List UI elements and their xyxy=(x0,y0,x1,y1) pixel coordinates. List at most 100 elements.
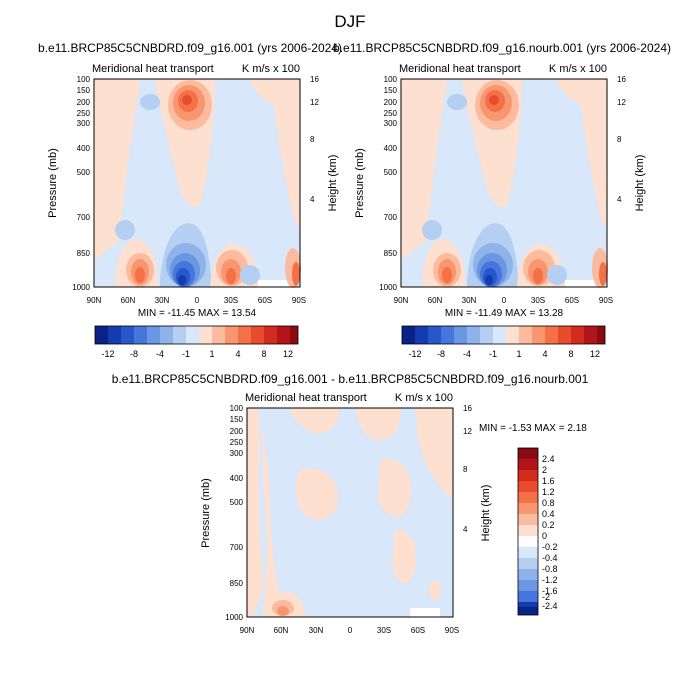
panel-title: b.e11.BRCP85C5CNBDRD.f09_g16.001 - b.e11… xyxy=(112,372,589,386)
colorbar-swatch xyxy=(532,326,545,344)
colorbar-label: 0 xyxy=(542,531,547,541)
x-tick: 90S xyxy=(445,626,459,635)
y-tick: 1000 xyxy=(72,283,90,292)
colorbar-swatch xyxy=(251,326,264,344)
x-tick: 60N xyxy=(121,296,136,305)
plot-frame xyxy=(400,78,608,288)
x-tick: 90N xyxy=(87,296,102,305)
y-tick: 100 xyxy=(77,75,91,84)
height-tick: 4 xyxy=(310,195,315,204)
y-tick: 250 xyxy=(230,438,244,447)
x-tick: 0 xyxy=(502,296,507,305)
colorbar-label: -1.6 xyxy=(542,586,558,596)
panel-title: b.e11.BRCP85C5CNBDRD.f09_g16.001 (yrs 20… xyxy=(38,41,342,55)
plot-frame xyxy=(246,407,454,618)
colorbar-swatch xyxy=(134,326,147,344)
colorbar-swatch xyxy=(518,514,538,525)
y-tick: 250 xyxy=(384,109,398,118)
colorbar-swatch xyxy=(95,326,108,344)
height-tick: 4 xyxy=(617,195,622,204)
y-axis-left: 100 150 200 250 300 400 500 700 850 1000 xyxy=(72,75,90,292)
y-axis-left: 100 150 200 250 300 400 500 700 850 1000 xyxy=(379,75,397,292)
colorbar-swatch xyxy=(506,326,519,344)
colorbar-label: -8 xyxy=(130,349,138,359)
y-axis-left: 100 150 200 250 300 400 500 700 850 1000 xyxy=(225,404,243,622)
colorbar-frame xyxy=(94,325,299,345)
y-tick: 500 xyxy=(77,168,91,177)
colorbar-swatch xyxy=(493,326,506,344)
height-tick: 16 xyxy=(310,75,319,84)
y-tick: 300 xyxy=(230,449,244,458)
colorbar-swatch xyxy=(238,326,251,344)
colorbar: -12 -8 -4 -1 1 4 8 12 xyxy=(94,325,299,359)
x-tick: 60N xyxy=(428,296,443,305)
x-tick: 30S xyxy=(224,296,238,305)
y-tick: 400 xyxy=(230,474,244,483)
contour-field xyxy=(401,79,608,288)
y-tick: 500 xyxy=(384,168,398,177)
colorbar-label: 0.2 xyxy=(542,520,555,530)
colorbar-swatch xyxy=(518,481,538,492)
right-label: K m/s x 100 xyxy=(549,63,607,75)
x-tick: 90S xyxy=(292,296,306,305)
height-tick: 12 xyxy=(310,98,319,107)
colorbar-swatch xyxy=(277,326,290,344)
left-label: Meridional heat transport xyxy=(92,63,214,75)
minmax-label: MIN = -1.53 MAX = 2.18 xyxy=(479,423,587,434)
colorbar-swatch xyxy=(518,459,538,470)
colorbar-label: 4 xyxy=(235,349,240,359)
panel-top-right: b.e11.BRCP85C5CNBDRD.f09_g16.nourb.001 (… xyxy=(333,41,671,359)
height-tick: 8 xyxy=(617,135,622,144)
colorbar-swatch xyxy=(173,326,186,344)
colorbar-label: -2 xyxy=(542,592,550,602)
x-tick: 30N xyxy=(309,626,324,635)
colorbar-swatch xyxy=(199,326,212,344)
y-tick: 150 xyxy=(384,86,398,95)
colorbar-swatch xyxy=(518,558,538,569)
contour-field xyxy=(247,408,453,617)
y-tick: 250 xyxy=(77,109,91,118)
colorbar-swatch xyxy=(518,503,538,514)
y-tick: 700 xyxy=(384,213,398,222)
colorbar-swatch xyxy=(558,326,571,344)
panel-top-left: b.e11.BRCP85C5CNBDRD.f09_g16.001 (yrs 20… xyxy=(38,41,342,359)
colorbar-swatch xyxy=(518,470,538,481)
x-tick: 90N xyxy=(394,296,409,305)
colorbar-swatch xyxy=(518,591,538,602)
colorbar-swatch xyxy=(108,326,121,344)
colorbar-swatch xyxy=(518,602,538,607)
colorbar-swatch xyxy=(518,525,538,536)
height-tick: 8 xyxy=(310,135,315,144)
colorbar-swatch xyxy=(480,326,493,344)
colorbar-swatch xyxy=(147,326,160,344)
colorbar-label: 2.4 xyxy=(542,454,555,464)
colorbar-label: 8 xyxy=(568,349,573,359)
colorbar-label: -4 xyxy=(463,349,471,359)
y-tick: 1000 xyxy=(225,613,243,622)
colorbar-swatch xyxy=(186,326,199,344)
colorbar-label: -1 xyxy=(182,349,190,359)
colorbar: 2.4 2 1.6 1.2 0.8 0.4 0.2 0 -0.2 -0.4 -0… xyxy=(517,447,558,616)
y-tick: 200 xyxy=(230,427,244,436)
colorbar-label: 4 xyxy=(542,349,547,359)
colorbar-label: -1 xyxy=(489,349,497,359)
y-tick: 500 xyxy=(230,498,244,507)
colorbar-swatch xyxy=(518,547,538,558)
y-tick: 100 xyxy=(230,404,244,413)
y-tick: 200 xyxy=(384,98,398,107)
y-tick: 100 xyxy=(384,75,398,84)
colorbar-swatch xyxy=(225,326,238,344)
colorbar-swatch xyxy=(545,326,558,344)
colorbar-frame xyxy=(517,447,539,616)
y-tick: 700 xyxy=(77,213,91,222)
colorbar-swatch xyxy=(121,326,134,344)
panel-difference: b.e11.BRCP85C5CNBDRD.f09_g16.001 - b.e11… xyxy=(112,372,589,635)
x-tick: 30N xyxy=(462,296,477,305)
right-label: K m/s x 100 xyxy=(395,392,453,404)
y-axis-label-right: Height (km) xyxy=(480,485,492,542)
x-tick: 0 xyxy=(195,296,200,305)
height-tick: 16 xyxy=(617,75,626,84)
minmax-label: MIN = -11.49 MAX = 13.28 xyxy=(445,308,564,319)
colorbar-swatch xyxy=(264,326,277,344)
